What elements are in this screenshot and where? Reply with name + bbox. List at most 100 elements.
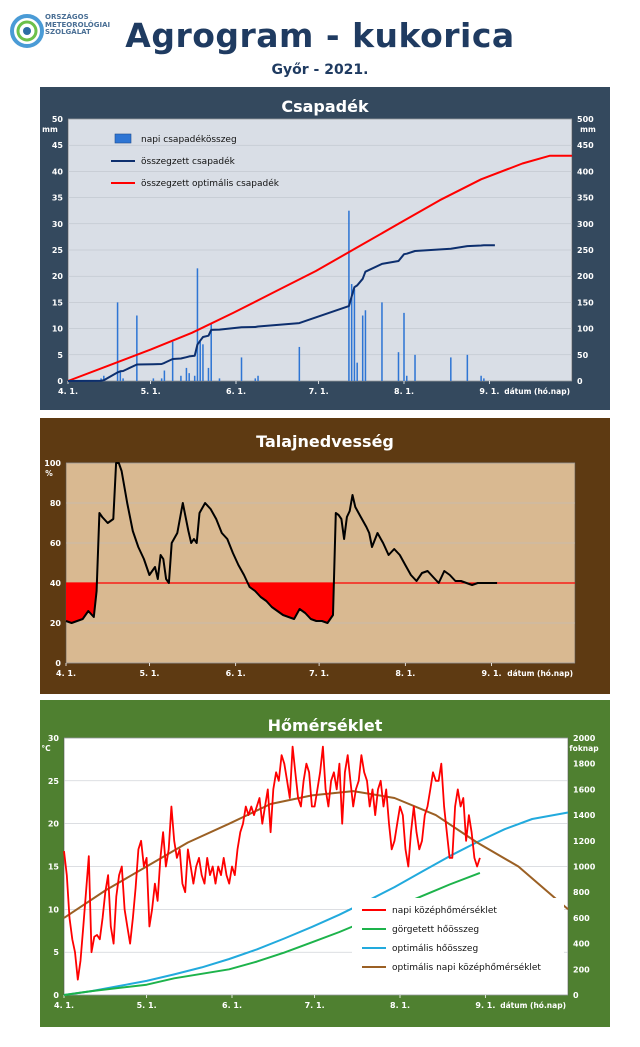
y2-tick-label: 1000 <box>573 863 596 872</box>
y2-tick-label: 350 <box>577 194 594 203</box>
y2-tick-label: 200 <box>577 272 594 281</box>
x-tick-label: 8. 1. <box>394 387 414 396</box>
precip-bar <box>119 370 122 381</box>
logo-line-3: SZOLGÁLAT <box>45 28 91 36</box>
y-tick-label: 30 <box>48 734 60 743</box>
y2-tick-label: 250 <box>577 246 594 255</box>
precip-bar <box>160 378 163 381</box>
y-tick-label: 30 <box>52 220 64 229</box>
x-tick-label: 6. 1. <box>222 1001 242 1010</box>
precip-bar <box>364 310 367 381</box>
x-tick-label: 4. 1. <box>58 387 78 396</box>
precip-bar <box>405 375 408 381</box>
y-tick-label: 15 <box>48 863 60 872</box>
y-tick-label: 20 <box>48 820 60 829</box>
x-tick-label: 6. 1. <box>226 669 246 678</box>
x-tick-label: 4. 1. <box>54 1001 74 1010</box>
y2-tick-label: 500 <box>577 115 594 124</box>
x-axis-label: dátum (hó.nap) <box>504 387 570 396</box>
deficit-area <box>66 583 97 623</box>
x-tick-label: 8. 1. <box>395 669 415 678</box>
y-tick-label: 50 <box>52 115 64 124</box>
chart-title: Talajnedvesség <box>256 432 394 451</box>
precip-bar <box>254 378 257 381</box>
logo-icon <box>10 14 44 48</box>
legend-label: görgetett hőösszeg <box>392 925 479 935</box>
precip-bar <box>180 375 182 381</box>
x-tick-label: 4. 1. <box>56 669 76 678</box>
y-tick-label: 10 <box>52 325 64 334</box>
precip-bar <box>414 354 416 381</box>
deficit-area <box>247 583 334 623</box>
precip-bar <box>202 344 204 381</box>
precip-bar <box>240 357 243 381</box>
precip-bar <box>188 373 190 381</box>
y2-tick-label: 300 <box>577 220 594 229</box>
y-axis-label: °C <box>41 744 51 753</box>
y2-tick-label: 450 <box>577 141 594 150</box>
y2-axis-label: foknap <box>569 744 599 753</box>
x-tick-label: 8. 1. <box>390 1001 410 1010</box>
precip-bar <box>210 323 212 381</box>
precip-bar <box>122 378 124 381</box>
x-tick-label: 7. 1. <box>305 1001 325 1010</box>
y-tick-label: 35 <box>52 194 64 203</box>
soil-moisture-line <box>65 462 498 624</box>
x-tick-label: 9. 1. <box>482 669 502 678</box>
temperature-chart: Hőmérséklet 0 5 10 15 20 25 30 0 200 400 600 800 1000… <box>40 700 610 1027</box>
precip-bar <box>361 315 364 381</box>
precip-bar <box>163 370 166 381</box>
legend-label: összegzett optimális csapadék <box>141 178 280 189</box>
x-tick-label: 9. 1. <box>475 1001 495 1010</box>
y2-tick-label: 0 <box>573 991 579 1000</box>
y-tick-label: 5 <box>53 948 59 957</box>
y-tick-label: 40 <box>52 167 64 176</box>
y2-tick-label: 1600 <box>573 785 596 794</box>
precip-bar <box>350 284 353 381</box>
y-tick-label: 20 <box>50 619 62 628</box>
legend-label: napi csapadékösszeg <box>141 134 237 145</box>
chart-title: Csapadék <box>281 97 369 116</box>
daily-mean-temp-line <box>63 745 481 981</box>
y-tick-label: 40 <box>50 579 62 588</box>
y-axis-label: % <box>45 469 53 478</box>
y-tick-label: 0 <box>57 377 63 386</box>
legend-box <box>352 898 564 986</box>
y2-tick-label: 50 <box>577 351 589 360</box>
y2-tick-label: 150 <box>577 298 594 307</box>
x-tick-label: 5. 1. <box>141 387 161 396</box>
precip-bar <box>466 354 469 381</box>
y-tick-label: 15 <box>52 298 64 307</box>
precip-bar <box>298 346 301 381</box>
precip-bar <box>185 367 188 381</box>
y-tick-label: 25 <box>48 777 60 786</box>
y2-tick-label: 100 <box>577 325 594 334</box>
y-tick-label: 0 <box>55 659 61 668</box>
precip-bar <box>353 289 356 381</box>
precip-bar <box>348 210 350 381</box>
precip-bar <box>218 378 221 381</box>
y-tick-label: 0 <box>53 991 59 1000</box>
y2-tick-label: 800 <box>573 888 590 897</box>
y2-tick-label: 600 <box>573 914 590 923</box>
logo-line-2: METEOROLÓGIAI <box>45 20 111 29</box>
chart-title: Hőmérséklet <box>268 716 383 735</box>
precip-bar <box>403 312 405 381</box>
cumulative-precip-line <box>67 244 495 382</box>
precip-bar <box>450 357 452 381</box>
optimal-cumulative-precip-line <box>67 154 572 382</box>
y-tick-label: 5 <box>57 351 63 360</box>
page-title: Agrogram - kukorica <box>125 16 515 55</box>
legend-label: optimális napi középhőmérséklet <box>392 962 541 973</box>
precip-bar <box>136 315 138 381</box>
logo-line-1: ORSZÁGOS <box>45 13 89 21</box>
precip-bar <box>196 268 199 381</box>
y2-axis-label: mm <box>580 125 596 134</box>
legend-swatch <box>114 133 132 144</box>
x-tick-label: 5. 1. <box>139 669 159 678</box>
x-axis-label: dátum (hó.nap) <box>507 669 573 678</box>
y2-tick-label: 2000 <box>573 734 596 743</box>
precip-bar <box>103 375 105 381</box>
x-tick-label: 6. 1. <box>226 387 246 396</box>
header: ORSZÁGOS METEOROLÓGIAI SZOLGÁLAT Agrogra… <box>0 0 640 86</box>
